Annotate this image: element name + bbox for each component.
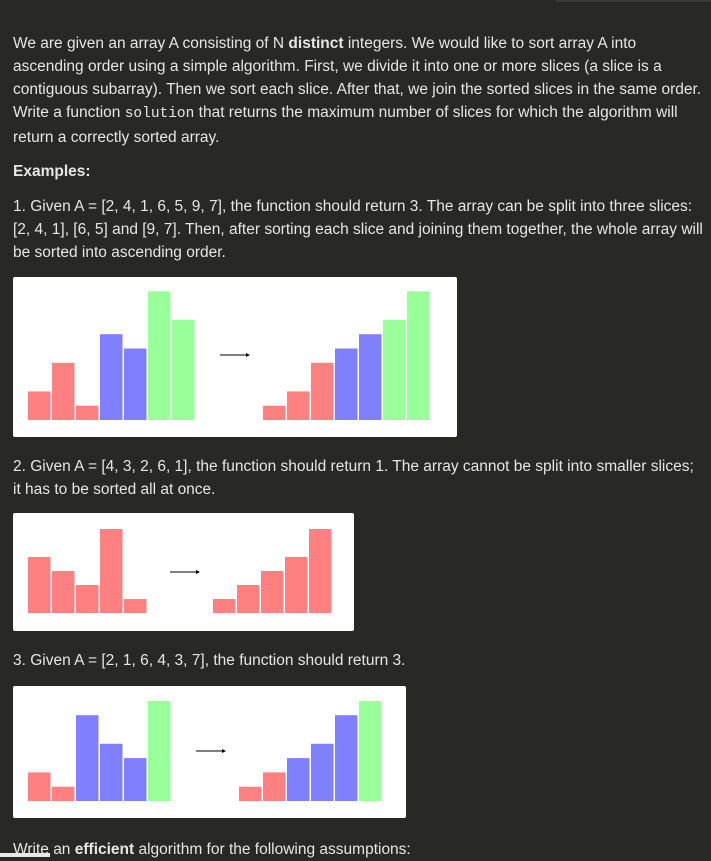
example-1-after-bar-3 <box>311 362 334 420</box>
example-2-before-bar-2 <box>52 571 75 613</box>
example-2-arrow-icon <box>196 570 200 574</box>
example-2-figure <box>13 513 354 631</box>
example-3-bar-diagram <box>28 700 382 801</box>
example-2-bar-diagram <box>28 529 332 613</box>
intro-text-2: integers. We would like to sort array A … <box>13 35 702 121</box>
intro-bold-distinct: distinct <box>288 35 344 52</box>
example-1-text: 1. Given A = [2, 4, 1, 6, 5, 9, 7], the … <box>13 198 703 261</box>
example-1-after-bar-4 <box>335 348 358 420</box>
example-3-after-bar-3 <box>287 758 310 801</box>
example-3-after-bar-1 <box>239 786 262 801</box>
example-2-after-bar-4 <box>285 557 308 613</box>
intro-text-1: We are given an array A consisting of N <box>13 35 289 52</box>
example-2-after-bar-1 <box>213 599 236 613</box>
example-1-before-bar-3 <box>76 405 99 420</box>
example-2-text: 2. Given A = [4, 3, 2, 6, 1], the functi… <box>13 458 694 498</box>
footer-text-2: algorithm for the following assumptions: <box>134 841 411 858</box>
example-2-before-bar-1 <box>28 557 51 613</box>
top-divider <box>556 0 711 2</box>
example-1-arrow-icon <box>246 353 250 357</box>
intro-paragraph: We are given an array A consisting of N … <box>13 32 703 149</box>
example-1-before-bar-7 <box>172 319 195 420</box>
example-2-after-bar-3 <box>261 571 284 613</box>
example-3-before-bar-5 <box>124 758 147 801</box>
example-3-before-bar-3 <box>76 715 99 801</box>
example-1-after-bar-6 <box>383 319 406 420</box>
example-2-after-bar-2 <box>237 585 260 613</box>
bottom-divider <box>0 853 50 857</box>
example-3-after-bar-5 <box>335 715 358 801</box>
example-3-before-bar-6 <box>148 700 171 801</box>
example-2-before-bar-4 <box>100 529 123 613</box>
example-1-before-bar-2 <box>52 362 75 420</box>
example-1-before-bar-6 <box>148 291 171 420</box>
example-3-after-bar-6 <box>359 700 382 801</box>
footer-paragraph: Write an efficient algorithm for the fol… <box>13 838 703 861</box>
example-1-before-bar-4 <box>100 334 123 420</box>
example-1-after-bar-5 <box>359 334 382 420</box>
example-3-text: 3. Given A = [2, 1, 6, 4, 3, 7], the fun… <box>13 652 406 669</box>
example-3-before-bar-2 <box>52 786 75 801</box>
example-1-figure <box>13 277 457 437</box>
example-1-before-bar-1 <box>28 391 51 420</box>
example-3-figure <box>13 686 406 818</box>
example-1-after-bar-1 <box>263 405 286 420</box>
example-1-before-bar-5 <box>124 348 147 420</box>
example-3-after-bar-2 <box>263 772 286 801</box>
intro-text-3: that returns the maximum number of slice… <box>13 104 678 146</box>
example-2-before-bar-3 <box>76 585 99 613</box>
example-1-bar-diagram <box>28 291 430 420</box>
example-3-arrow-icon <box>222 749 226 753</box>
example-1-after-bar-7 <box>407 291 430 420</box>
example-1-after-bar-2 <box>287 391 310 420</box>
example-2-before-bar-5 <box>124 599 147 613</box>
example-3-before-bar-1 <box>28 772 51 801</box>
example-3-after-bar-4 <box>311 743 334 801</box>
task-description: We are given an array A consisting of N … <box>13 32 703 861</box>
examples-heading: Examples: <box>13 163 91 180</box>
example-2-after-bar-5 <box>309 529 332 613</box>
function-name-code: solution <box>124 106 195 122</box>
footer-bold-efficient: efficient <box>74 841 135 858</box>
example-3-before-bar-4 <box>100 743 123 801</box>
